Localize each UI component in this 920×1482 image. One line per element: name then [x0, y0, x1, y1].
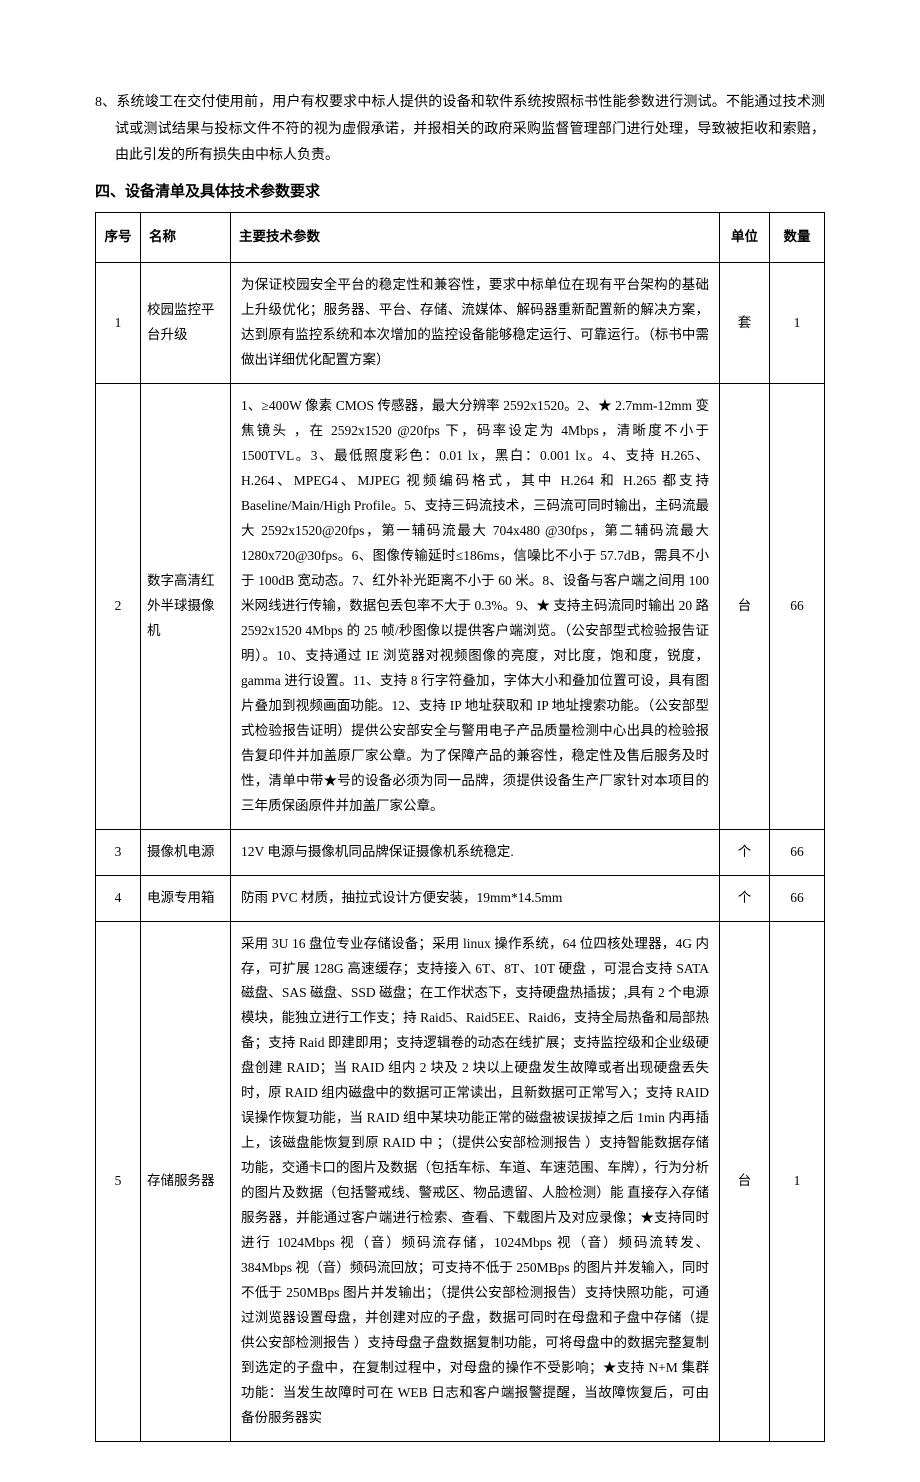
cell-unit: 台 [720, 384, 770, 829]
cell-seq: 3 [96, 829, 141, 875]
table-row: 2 数字高清红外半球摄像机 1、≥400W 像素 CMOS 传感器，最大分辨率 … [96, 384, 825, 829]
table-row: 1 校园监控平台升级 为保证校园安全平台的稳定性和兼容性，要求中标单位在现有平台… [96, 263, 825, 384]
cell-name: 校园监控平台升级 [141, 263, 231, 384]
cell-unit: 个 [720, 875, 770, 921]
cell-name: 电源专用箱 [141, 875, 231, 921]
header-spec: 主要技术参数 [231, 213, 720, 263]
cell-unit: 台 [720, 921, 770, 1441]
section-title: 四、设备清单及具体技术参数要求 [95, 178, 825, 207]
cell-qty: 1 [770, 921, 825, 1441]
cell-seq: 5 [96, 921, 141, 1441]
cell-name: 摄像机电源 [141, 829, 231, 875]
cell-spec: 1、≥400W 像素 CMOS 传感器，最大分辨率 2592x1520。2、★ … [231, 384, 720, 829]
cell-seq: 1 [96, 263, 141, 384]
cell-name: 存储服务器 [141, 921, 231, 1441]
cell-qty: 66 [770, 384, 825, 829]
paragraph-number: 8、 [95, 95, 116, 110]
cell-name: 数字高清红外半球摄像机 [141, 384, 231, 829]
cell-seq: 4 [96, 875, 141, 921]
equipment-table: 序号 名称 主要技术参数 单位 数量 1 校园监控平台升级 为保证校园安全平台的… [95, 212, 825, 1442]
header-seq: 序号 [96, 213, 141, 263]
header-unit: 单位 [720, 213, 770, 263]
cell-qty: 66 [770, 875, 825, 921]
cell-spec: 防雨 PVC 材质，抽拉式设计方便安装，19mm*14.5mm [231, 875, 720, 921]
cell-spec: 12V 电源与摄像机同品牌保证摄像机系统稳定. [231, 829, 720, 875]
cell-spec: 为保证校园安全平台的稳定性和兼容性，要求中标单位在现有平台架构的基础上升级优化；… [231, 263, 720, 384]
table-row: 3 摄像机电源 12V 电源与摄像机同品牌保证摄像机系统稳定. 个 66 [96, 829, 825, 875]
intro-paragraph-8: 8、系统竣工在交付使用前，用户有权要求中标人提供的设备和软件系统按照标书性能参数… [95, 90, 825, 170]
table-row: 5 存储服务器 采用 3U 16 盘位专业存储设备；采用 linux 操作系统，… [96, 921, 825, 1441]
header-name: 名称 [141, 213, 231, 263]
header-qty: 数量 [770, 213, 825, 263]
table-row: 4 电源专用箱 防雨 PVC 材质，抽拉式设计方便安装，19mm*14.5mm … [96, 875, 825, 921]
cell-unit: 套 [720, 263, 770, 384]
paragraph-text: 系统竣工在交付使用前，用户有权要求中标人提供的设备和软件系统按照标书性能参数进行… [115, 95, 825, 163]
cell-qty: 66 [770, 829, 825, 875]
cell-qty: 1 [770, 263, 825, 384]
cell-unit: 个 [720, 829, 770, 875]
table-header-row: 序号 名称 主要技术参数 单位 数量 [96, 213, 825, 263]
cell-seq: 2 [96, 384, 141, 829]
cell-spec: 采用 3U 16 盘位专业存储设备；采用 linux 操作系统，64 位四核处理… [231, 921, 720, 1441]
